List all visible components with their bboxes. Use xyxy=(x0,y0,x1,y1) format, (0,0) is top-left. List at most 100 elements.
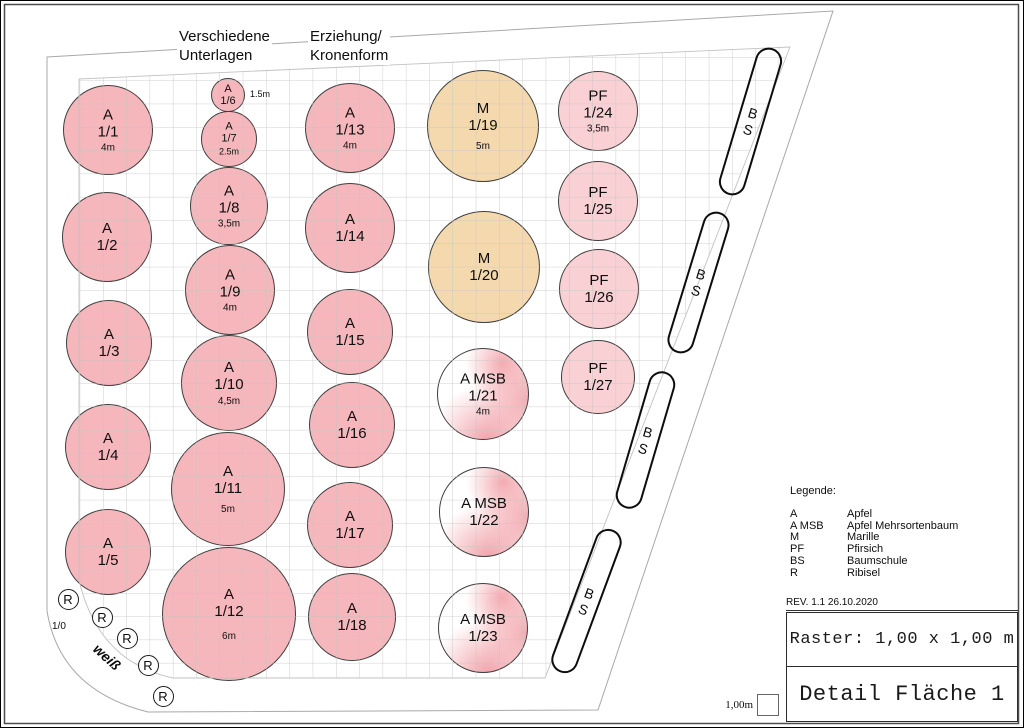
tree-label: PF 1/24 3,5m xyxy=(583,88,612,135)
row-zero-label: 1/0 xyxy=(52,621,66,632)
legend-name: Apfel xyxy=(847,507,873,520)
tree-size: 4m xyxy=(476,406,490,418)
tree-label: A 1/11 5m xyxy=(214,463,242,515)
tree-code: A xyxy=(344,104,356,122)
legend: Legende: A Apfel A MSB Apfel Mehrsortenbaum… xyxy=(790,485,1016,580)
tree-number: 1/23 xyxy=(468,628,498,645)
tree-code: A MSB xyxy=(460,370,506,388)
nursery-letter: B xyxy=(640,422,655,441)
tree-code: PF xyxy=(588,87,608,105)
tree-code: M xyxy=(476,100,490,118)
tree-label: A 1/6 xyxy=(220,83,235,107)
tree-label: A 1/5 xyxy=(98,535,119,569)
tree-number: 1/21 xyxy=(468,387,498,405)
tree-label: A 1/18 xyxy=(337,600,366,634)
header-line: Erziehung/ xyxy=(310,28,382,45)
nursery-letter: S xyxy=(575,599,591,619)
tree-number: 1/15 xyxy=(335,332,365,349)
legend-row-r: R Ribisel xyxy=(790,566,1016,580)
tree-label: A 1/7 2.5m xyxy=(219,121,239,158)
tree-code: A xyxy=(346,408,358,425)
tree-number: 1/18 xyxy=(337,617,367,634)
revision-note: REV. 1.1 26.10.2020 xyxy=(786,597,878,608)
tree-code: A xyxy=(344,315,356,332)
nursery-letter: S xyxy=(688,281,703,300)
tree-size: 5m xyxy=(221,503,235,515)
column-header-rootstocks: Verschiedene Unterlagen xyxy=(177,27,272,65)
tree-label: A 1/14 xyxy=(335,211,364,245)
tree-label: A 1/17 xyxy=(335,508,364,542)
tree-label: A 1/8 3,5m xyxy=(218,183,240,230)
tree-number: 1/9 xyxy=(219,283,241,301)
legend-name: Ribisel xyxy=(847,566,881,579)
header-line: Verschiedene xyxy=(179,28,270,45)
legend-code: A xyxy=(790,507,798,520)
nursery-letter: S xyxy=(740,120,755,139)
tree-number: 1/20 xyxy=(469,267,499,284)
tree-size: 6m xyxy=(222,631,236,643)
tree-size-external: 1.5m xyxy=(250,89,271,99)
tree-code: A MSB xyxy=(460,611,506,628)
ribisel-circle-5: R xyxy=(152,685,174,707)
tree-number: 1/16 xyxy=(337,425,367,442)
header-line: Unterlagen xyxy=(179,47,253,64)
tree-label: A 1/10 4,5m xyxy=(214,359,243,407)
tree-code: A xyxy=(101,220,113,237)
page-title: Detail Fläche 1 xyxy=(799,681,1005,707)
tree-size: 2.5m xyxy=(218,146,240,157)
tree-code: A xyxy=(223,358,235,376)
tree-label: A 1/12 6m xyxy=(214,586,243,642)
ribisel-circle-4: R xyxy=(137,654,159,676)
tree-code: A xyxy=(103,326,115,343)
tree-number: 1/27 xyxy=(583,377,613,394)
tree-label: A 1/4 xyxy=(98,430,119,464)
legend-code: BS xyxy=(790,554,805,567)
ribisel-circle-3: R xyxy=(116,627,138,649)
tree-size: 4,5m xyxy=(217,396,241,408)
nursery-letter: B xyxy=(581,583,597,603)
tree-number: 1/24 xyxy=(583,104,613,122)
tree-label: PF 1/27 xyxy=(583,360,612,394)
legend-name: Baumschule xyxy=(847,554,908,567)
tree-size: 4m xyxy=(223,302,237,314)
nursery-letter: B xyxy=(693,264,708,283)
tree-number: 1/1 xyxy=(97,123,119,141)
tree-number: 1/11 xyxy=(213,480,243,498)
tree-code: A MSB xyxy=(461,495,507,512)
tree-label: PF 1/25 xyxy=(583,184,612,218)
tree-label: A MSB 1/22 xyxy=(461,495,507,529)
tree-code: A xyxy=(223,585,235,603)
header-line: Kronenform xyxy=(310,47,389,64)
ribisel-circle-1: R xyxy=(57,588,79,610)
tree-label: PF 1/26 xyxy=(584,272,613,306)
tree-number: 1/7 xyxy=(221,132,237,145)
tree-code: A xyxy=(344,508,356,525)
tree-code: A xyxy=(222,463,233,481)
revision-underline xyxy=(786,610,1018,611)
nursery-letter: B xyxy=(745,103,760,122)
tree-code: A xyxy=(346,600,358,617)
legend-row-m: M Marille xyxy=(790,532,1016,544)
tree-label: A 1/9 4m xyxy=(220,267,241,314)
tree-number: 1/26 xyxy=(584,289,614,306)
legend-row-a: A Apfel xyxy=(790,507,1016,521)
tree-label: A 1/2 xyxy=(97,220,118,254)
tree-label: A MSB 1/21 4m xyxy=(460,370,506,417)
tree-code: PF xyxy=(588,184,608,201)
ribisel-circle-2: R xyxy=(91,606,113,628)
tree-code: A xyxy=(102,430,114,447)
legend-title: Legende: xyxy=(790,485,836,497)
tree-label: A 1/1 4m xyxy=(98,107,119,154)
column-header-crownform: Erziehung/ Kronenform xyxy=(308,27,391,65)
scale-square xyxy=(757,694,779,716)
tree-label: A 1/3 xyxy=(99,326,120,360)
tree-code: A xyxy=(223,182,235,200)
tree-label: A 1/13 4m xyxy=(335,105,364,152)
tree-label: A MSB 1/23 xyxy=(460,611,506,645)
legend-rows: A Apfel A MSB Apfel Mehrsortenbaum M Marille P… xyxy=(790,507,1016,580)
tree-label: M 1/19 5m xyxy=(468,100,497,152)
